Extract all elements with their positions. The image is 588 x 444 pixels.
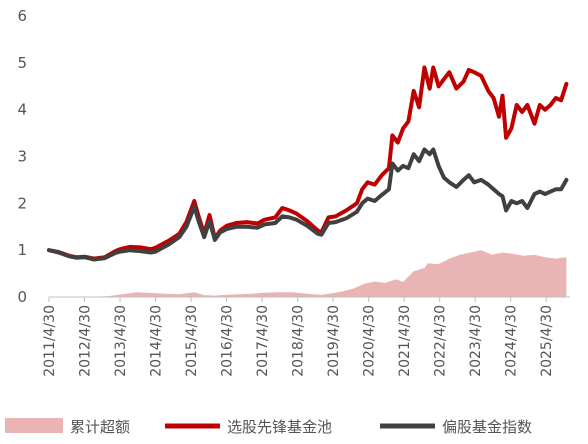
x-tick-label: 2013/4/30 <box>113 305 129 377</box>
x-tick-label: 2025/4/30 <box>539 305 555 377</box>
x-tick-label: 2012/4/30 <box>78 305 94 377</box>
y-tick-label: 4 <box>17 101 27 119</box>
legend: 累计超额 选股先锋基金池 偏股基金指数 <box>5 418 532 436</box>
lines-layer <box>47 65 569 262</box>
y-tick-label: 6 <box>17 7 27 25</box>
x-tick-label: 2019/4/30 <box>326 305 342 377</box>
y-tick-label: 5 <box>17 54 27 72</box>
x-tick-label: 2020/4/30 <box>362 305 378 377</box>
x-tick-label: 2023/4/30 <box>468 305 484 377</box>
y-tick-label: 0 <box>17 288 27 306</box>
x-tick-label: 2021/4/30 <box>397 305 413 377</box>
y-tick-label: 1 <box>17 241 27 259</box>
y-tick-label: 3 <box>17 148 27 166</box>
x-tick-label: 2016/4/30 <box>220 305 236 377</box>
y-tick-label: 2 <box>17 194 27 212</box>
x-tick-label: 2022/4/30 <box>433 305 449 377</box>
legend-label: 偏股基金指数 <box>442 418 532 436</box>
series-line-1 <box>47 65 569 261</box>
y-tick-labels: 0 1 2 3 4 5 6 <box>17 7 27 306</box>
legend-label: 选股先锋基金池 <box>227 418 332 436</box>
x-tick-label: 2014/4/30 <box>149 305 165 377</box>
x-tick-label: 2024/4/30 <box>504 305 520 377</box>
excess-area-layer <box>49 250 567 297</box>
series-line-2 <box>47 147 569 262</box>
x-tick-label: 2018/4/30 <box>291 305 307 377</box>
series-excess-area <box>49 250 567 297</box>
legend-label: 累计超额 <box>70 418 130 436</box>
axes <box>48 296 570 302</box>
x-tick-labels: 2011/4/30 2012/4/30 2013/4/30 2014/4/30 2015… <box>42 305 555 377</box>
legend-swatch-excess <box>5 418 63 433</box>
x-tick-label: 2015/4/30 <box>184 305 200 377</box>
x-tick-label: 2011/4/30 <box>42 305 58 377</box>
x-tick-label: 2017/4/30 <box>255 305 271 377</box>
